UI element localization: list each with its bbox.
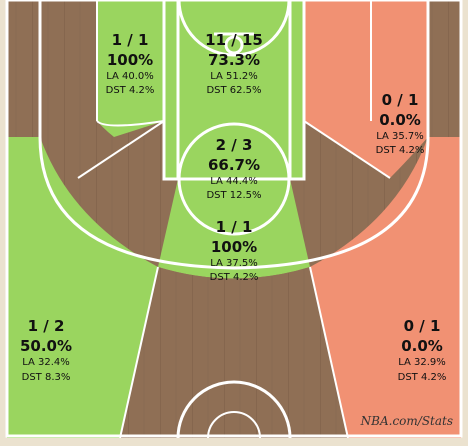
free-throw-circle — [177, 122, 291, 236]
zone-pct: 73.3% — [208, 51, 260, 69]
zone-dst: DST 4.2% — [210, 272, 259, 283]
zone-la: LA 40.0% — [106, 71, 154, 82]
zone-divider-lower-right — [309, 266, 349, 438]
court-boundary — [5, 0, 463, 438]
zone-fraction: 1 / 1 — [112, 31, 149, 49]
zone-fraction: 2 / 3 — [216, 136, 253, 154]
zone-dst: DST 4.2% — [376, 145, 425, 156]
paint-inner — [176, 0, 292, 181]
restricted-arc — [177, 0, 291, 57]
zone-la: LA 32.9% — [398, 357, 446, 368]
zone-dst: DST 8.3% — [22, 372, 71, 383]
zone-la: LA 32.4% — [22, 357, 70, 368]
zone-right-wing-three — [310, 137, 461, 438]
zone-pct: 66.7% — [208, 156, 260, 174]
zone-pct: 100% — [211, 238, 257, 256]
zone-top-key-three — [158, 179, 310, 279]
zone-dst: DST 4.2% — [398, 372, 447, 383]
zone-la: LA 51.2% — [210, 71, 258, 82]
zone-la: LA 44.4% — [210, 176, 258, 187]
zone-la: LA 37.5% — [210, 258, 258, 269]
center-circle-inner — [207, 411, 261, 438]
zone-divider-lower-left — [119, 266, 159, 438]
zone-fraction: 0 / 1 — [404, 317, 441, 335]
zone-dst: DST 62.5% — [206, 85, 261, 96]
zone-fraction: 1 / 2 — [28, 317, 65, 335]
zone-dst: DST 12.5% — [206, 190, 261, 201]
rim — [224, 35, 244, 55]
zone-divider-left-curve — [96, 120, 165, 127]
zone-divider-left-diag — [77, 120, 165, 179]
center-circle-half — [176, 380, 292, 438]
zone-fraction: 1 / 1 — [216, 218, 253, 236]
zone-left-wing-mid — [97, 0, 164, 137]
zone-left-wing-three — [7, 0, 158, 438]
zone-pct: 50.0% — [20, 337, 72, 355]
brand-watermark: NBA.com/Stats — [360, 414, 453, 428]
zone-divider-right-diag — [303, 120, 391, 179]
zone-pct: 0.0% — [401, 337, 443, 355]
zone-labels: 1 / 1 100% LA 40.0% DST 4.2% 11 / 15 73.… — [20, 31, 446, 383]
zone-pct: 0.0% — [379, 111, 421, 129]
zone-pct: 100% — [107, 51, 153, 69]
three-point-arc — [38, 136, 430, 270]
zone-dst: DST 4.2% — [106, 85, 155, 96]
zone-right-wing-mid — [304, 0, 428, 178]
zone-top-three — [120, 267, 348, 438]
zone-fraction: 0 / 1 — [382, 91, 419, 109]
zone-restricted-paint — [164, 0, 304, 121]
zone-la: LA 35.7% — [376, 131, 424, 142]
zone-fraction: 11 / 15 — [205, 31, 263, 49]
court-lines — [5, 0, 463, 438]
